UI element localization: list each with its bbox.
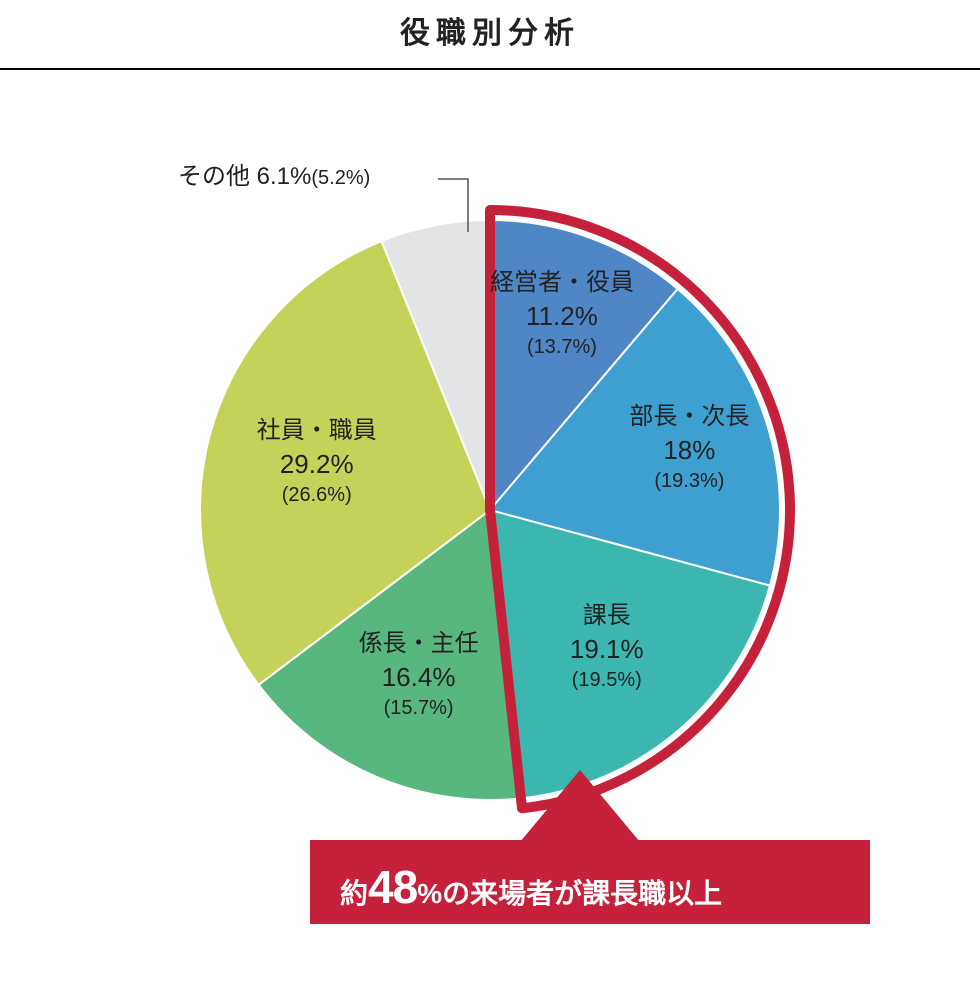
slice-sub: (26.6%) bbox=[257, 482, 377, 509]
slice-value: 19.1% bbox=[570, 632, 644, 667]
callout-big: 48 bbox=[368, 861, 417, 913]
chart-title-text: 役職別分析 bbox=[400, 17, 580, 50]
slice-sub: (19.5%) bbox=[570, 667, 644, 694]
callout-pre: 約 bbox=[340, 878, 368, 909]
slice-sub: (15.7%) bbox=[359, 695, 479, 722]
slice-name: 社員・職員 bbox=[257, 415, 377, 447]
slice-value: 18% bbox=[629, 433, 749, 468]
slice-sub: (13.7%) bbox=[490, 334, 634, 361]
chart-area: 経営者・役員 11.2% (13.7%) 部長・次長 18% (19.3%) 課… bbox=[0, 70, 980, 990]
slice-label-shain: 社員・職員 29.2% (26.6%) bbox=[257, 415, 377, 509]
callout-post: %の来場者が課長職以上 bbox=[417, 878, 722, 909]
chart-title: 役職別分析 bbox=[0, 0, 980, 68]
slice-name: 部長・次長 bbox=[629, 401, 749, 433]
slice-name: 課長 bbox=[570, 599, 644, 631]
slice-label-exec: 経営者・役員 11.2% (13.7%) bbox=[490, 267, 634, 361]
other-label-main: その他 6.1% bbox=[178, 163, 311, 190]
slice-label-other-outside: その他 6.1%(5.2%) bbox=[178, 156, 370, 191]
chart-container: 役職別分析 経営者・役員 11.2% (13.7%) 部長・次長 18% (19… bbox=[0, 0, 980, 1000]
slice-value: 16.4% bbox=[359, 660, 479, 695]
slice-sub: (19.3%) bbox=[629, 468, 749, 495]
slice-label-kakari: 係長・主任 16.4% (15.7%) bbox=[359, 628, 479, 722]
slice-name: 係長・主任 bbox=[359, 628, 479, 660]
slice-value: 11.2% bbox=[490, 299, 634, 334]
slice-label-kacho: 課長 19.1% (19.5%) bbox=[570, 599, 644, 693]
callout-box: 約48%の来場者が課長職以上 bbox=[310, 840, 870, 924]
slice-value: 29.2% bbox=[257, 447, 377, 482]
slice-name: 経営者・役員 bbox=[490, 267, 634, 299]
slice-label-bucho: 部長・次長 18% (19.3%) bbox=[629, 401, 749, 495]
other-label-sub: (5.2%) bbox=[311, 167, 370, 189]
